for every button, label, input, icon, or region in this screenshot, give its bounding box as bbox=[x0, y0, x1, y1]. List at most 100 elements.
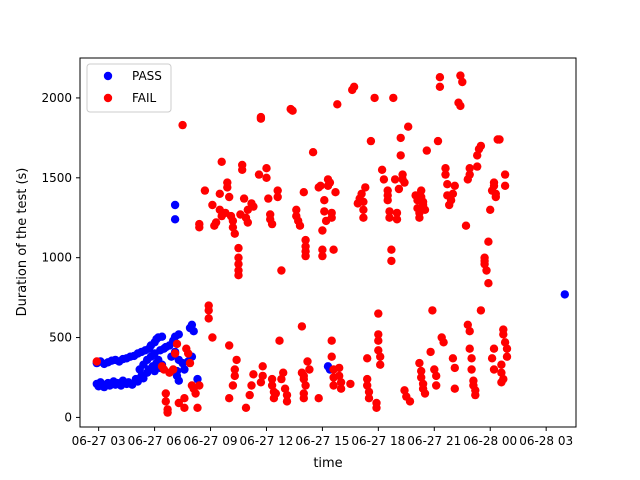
data-point-fail bbox=[230, 229, 239, 238]
data-point-fail bbox=[432, 371, 441, 381]
data-point-fail bbox=[383, 196, 392, 205]
data-point-fail bbox=[273, 192, 282, 202]
data-point-fail bbox=[318, 245, 327, 254]
data-point-fail bbox=[420, 389, 430, 398]
y-tick-label: 0 bbox=[64, 410, 72, 424]
data-point-fail bbox=[320, 207, 329, 216]
data-point-fail bbox=[327, 213, 336, 222]
data-point-fail bbox=[325, 178, 335, 187]
data-point-fail bbox=[441, 170, 450, 179]
y-tick-label: 500 bbox=[49, 331, 72, 345]
data-point-fail bbox=[228, 223, 238, 232]
data-point-fail bbox=[396, 133, 405, 143]
data-point-fail bbox=[161, 397, 170, 406]
data-point-fail bbox=[415, 213, 424, 222]
data-point-fail bbox=[211, 218, 221, 227]
data-point-fail bbox=[500, 170, 510, 179]
data-point-fail bbox=[267, 374, 277, 384]
data-point-fail bbox=[400, 386, 409, 395]
data-point-fail bbox=[374, 309, 383, 318]
data-point-fail bbox=[247, 381, 256, 390]
data-point-fail bbox=[497, 360, 506, 369]
data-point-fail bbox=[234, 271, 243, 280]
data-point-fail bbox=[271, 389, 280, 398]
x-tick-label: 06-27 12 bbox=[239, 434, 293, 448]
data-point-fail bbox=[314, 394, 323, 403]
data-point-fail bbox=[264, 194, 273, 203]
data-point-pass bbox=[174, 376, 183, 385]
data-point-fail bbox=[335, 371, 344, 381]
x-tick-label: 06-27 03 bbox=[72, 434, 126, 448]
data-points bbox=[92, 71, 569, 417]
data-point-pass bbox=[174, 330, 183, 339]
data-point-fail bbox=[484, 237, 493, 246]
data-point-fail bbox=[299, 374, 308, 384]
data-point-fail bbox=[329, 245, 338, 254]
data-point-fail bbox=[456, 71, 465, 80]
data-point-fail bbox=[225, 341, 234, 350]
data-point-fail bbox=[234, 243, 243, 253]
data-point-fail bbox=[200, 186, 210, 195]
data-point-fail bbox=[390, 175, 400, 184]
data-point-fail bbox=[249, 202, 258, 211]
data-point-fail bbox=[377, 165, 387, 174]
data-point-fail bbox=[180, 403, 189, 412]
data-point-fail bbox=[446, 196, 456, 205]
y-axis-label: Duration of the test (s) bbox=[15, 168, 30, 317]
data-point-fail bbox=[193, 403, 202, 412]
data-point-fail bbox=[230, 365, 239, 374]
data-point-fail bbox=[458, 77, 467, 87]
data-point-fail bbox=[335, 363, 344, 373]
data-point-fail bbox=[280, 384, 290, 393]
data-point-fail bbox=[430, 365, 439, 374]
data-point-fail bbox=[327, 336, 336, 345]
data-point-fail bbox=[333, 100, 342, 109]
data-point-fail bbox=[262, 173, 271, 182]
data-point-fail bbox=[461, 221, 471, 230]
data-point-fail bbox=[234, 259, 243, 269]
data-point-fail bbox=[500, 338, 510, 347]
legend: PASS FAIL bbox=[86, 63, 172, 113]
data-point-fail bbox=[448, 354, 458, 363]
y-tick-label: 1000 bbox=[41, 251, 72, 265]
data-point-fail bbox=[239, 194, 249, 203]
data-point-fail bbox=[420, 205, 430, 214]
data-point-fail bbox=[374, 336, 383, 345]
data-point-fail bbox=[394, 184, 404, 194]
data-point-fail bbox=[376, 360, 385, 369]
data-point-fail bbox=[299, 188, 308, 197]
data-point-fail bbox=[417, 366, 426, 376]
data-point-fail bbox=[204, 314, 213, 323]
data-point-fail bbox=[163, 408, 172, 417]
data-point-fail bbox=[491, 192, 500, 202]
data-point-fail bbox=[275, 336, 284, 345]
data-point-fail bbox=[320, 196, 329, 205]
data-point-fail bbox=[331, 188, 340, 197]
data-point-fail bbox=[282, 390, 292, 400]
y-tick-label: 2000 bbox=[41, 91, 72, 105]
data-point-fail bbox=[228, 381, 238, 390]
data-point-fail bbox=[277, 266, 286, 275]
data-point-fail bbox=[366, 136, 376, 146]
legend-marker-pass bbox=[103, 71, 113, 81]
data-point-fail bbox=[441, 164, 450, 173]
data-point-pass bbox=[189, 327, 198, 336]
data-point-fail bbox=[372, 403, 381, 412]
data-point-fail bbox=[363, 381, 372, 390]
data-point-fail bbox=[258, 371, 267, 381]
data-point-fail bbox=[258, 362, 267, 371]
data-point-fail bbox=[301, 251, 310, 261]
data-point-fail bbox=[327, 352, 336, 361]
data-point-fail bbox=[208, 200, 217, 210]
data-point-fail bbox=[482, 266, 491, 275]
data-point-fail bbox=[180, 394, 189, 403]
data-point-fail bbox=[170, 349, 180, 358]
x-tick-label: 06-27 06 bbox=[128, 434, 182, 448]
data-point-fail bbox=[279, 368, 288, 377]
data-point-fail bbox=[396, 151, 405, 160]
data-point-fail bbox=[473, 151, 482, 160]
data-point-fail bbox=[301, 381, 310, 390]
data-point-fail bbox=[480, 259, 489, 269]
data-point-pass bbox=[193, 374, 202, 384]
